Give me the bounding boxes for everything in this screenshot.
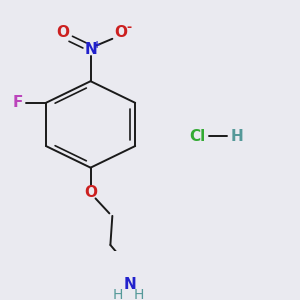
Text: Cl: Cl — [189, 129, 206, 144]
Text: F: F — [13, 95, 23, 110]
Text: O: O — [56, 26, 69, 40]
Text: O: O — [84, 185, 97, 200]
Text: N: N — [124, 278, 136, 292]
Text: H: H — [231, 129, 244, 144]
Text: +: + — [93, 40, 102, 50]
Text: -: - — [127, 21, 132, 34]
Text: H: H — [134, 288, 144, 300]
Text: O: O — [114, 26, 127, 40]
Text: N: N — [84, 42, 97, 57]
Text: H: H — [113, 288, 124, 300]
